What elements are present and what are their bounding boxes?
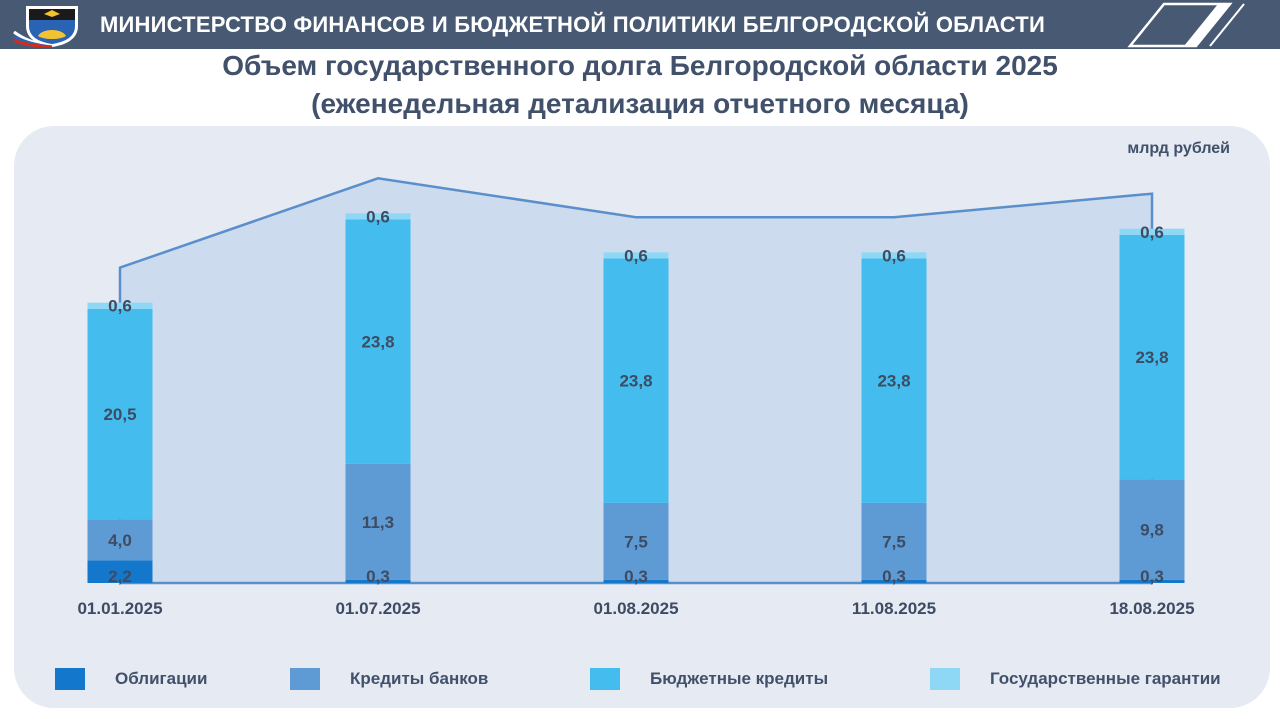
ministry-name: МИНИСТЕРСТВО ФИНАНСОВ И БЮДЖЕТНОЙ ПОЛИТИ… — [100, 12, 1045, 37]
bar-obligations-5 — [1119, 579, 1185, 583]
bar-obligations-2 — [345, 579, 411, 583]
legend-label-budget-credits: Бюджетные кредиты — [650, 669, 829, 688]
legend-label-guarantees: Государственные гарантии — [990, 669, 1221, 688]
legend-swatch-bank-credits — [290, 668, 320, 690]
data-label-bank-credits-2: 11,3 — [362, 513, 394, 532]
data-label-obligations-1: 2,2 — [108, 567, 132, 586]
bar-bank-credits-4 — [861, 502, 927, 580]
data-label-budget-credits-1: 20,5 — [103, 405, 136, 424]
bar-guarantees-2 — [345, 213, 411, 220]
data-label-obligations-3: 0,3 — [624, 567, 648, 586]
bar-budget-credits-2 — [345, 219, 411, 464]
data-label-bank-credits-5: 9,8 — [1140, 521, 1164, 540]
bar-budget-credits-1 — [87, 308, 153, 520]
bar-bank-credits-2 — [345, 463, 411, 580]
bar-budget-credits-3 — [603, 258, 669, 503]
data-label-guarantees-4: 0,6 — [882, 246, 906, 265]
bar-bank-credits-1 — [87, 519, 153, 561]
bar-guarantees-4 — [861, 252, 927, 259]
legend-swatch-budget-credits — [590, 668, 620, 690]
bar-bank-credits-3 — [603, 502, 669, 580]
x-tick-label-3: 01.08.2025 — [593, 599, 678, 618]
coat-of-arms-icon — [13, 6, 78, 47]
slide-title: Объем государственного долга Белгородско… — [222, 50, 1058, 81]
x-tick-label-5: 18.08.2025 — [1109, 599, 1194, 618]
data-label-guarantees-1: 0,6 — [108, 297, 132, 316]
bar-obligations-1 — [87, 560, 153, 583]
legend-label-obligations: Облигации — [115, 669, 208, 688]
data-label-budget-credits-4: 23,8 — [877, 372, 910, 391]
header-bar: МИНИСТЕРСТВО ФИНАНСОВ И БЮДЖЕТНОЙ ПОЛИТИ… — [0, 0, 1280, 49]
x-tick-label-4: 11.08.2025 — [852, 599, 936, 618]
x-tick-label-2: 01.07.2025 — [335, 599, 420, 618]
bar-guarantees-5 — [1119, 228, 1185, 235]
legend-swatch-obligations — [55, 668, 85, 690]
data-label-guarantees-5: 0,6 — [1140, 223, 1164, 242]
data-label-obligations-4: 0,3 — [882, 567, 906, 586]
data-label-budget-credits-2: 23,8 — [361, 333, 394, 352]
data-label-guarantees-3: 0,6 — [624, 246, 648, 265]
data-label-bank-credits-1: 4,0 — [108, 531, 132, 550]
data-label-budget-credits-3: 23,8 — [619, 372, 652, 391]
x-tick-label-1: 01.01.2025 — [77, 599, 162, 618]
bar-guarantees-1 — [87, 302, 153, 309]
data-label-obligations-2: 0,3 — [366, 567, 390, 586]
bar-budget-credits-4 — [861, 258, 927, 503]
slide-subtitle: (еженедельная детализация отчетного меся… — [311, 88, 969, 119]
bar-bank-credits-5 — [1119, 479, 1185, 580]
data-label-budget-credits-5: 23,8 — [1135, 348, 1168, 367]
bar-obligations-3 — [603, 579, 669, 583]
legend-label-bank-credits: Кредиты банков — [350, 669, 489, 688]
unit-label: млрд рублей — [1127, 140, 1230, 157]
legend-swatch-guarantees — [930, 668, 960, 690]
data-label-bank-credits-4: 7,5 — [882, 532, 906, 551]
total-line — [118, 177, 1154, 583]
data-label-guarantees-2: 0,6 — [366, 207, 390, 226]
data-label-bank-credits-3: 7,5 — [624, 532, 648, 551]
bar-budget-credits-5 — [1119, 234, 1185, 480]
bar-obligations-4 — [861, 579, 927, 583]
bar-guarantees-3 — [603, 252, 669, 259]
data-label-obligations-5: 0,3 — [1140, 567, 1164, 586]
header-decoration-icon — [1127, 2, 1245, 48]
